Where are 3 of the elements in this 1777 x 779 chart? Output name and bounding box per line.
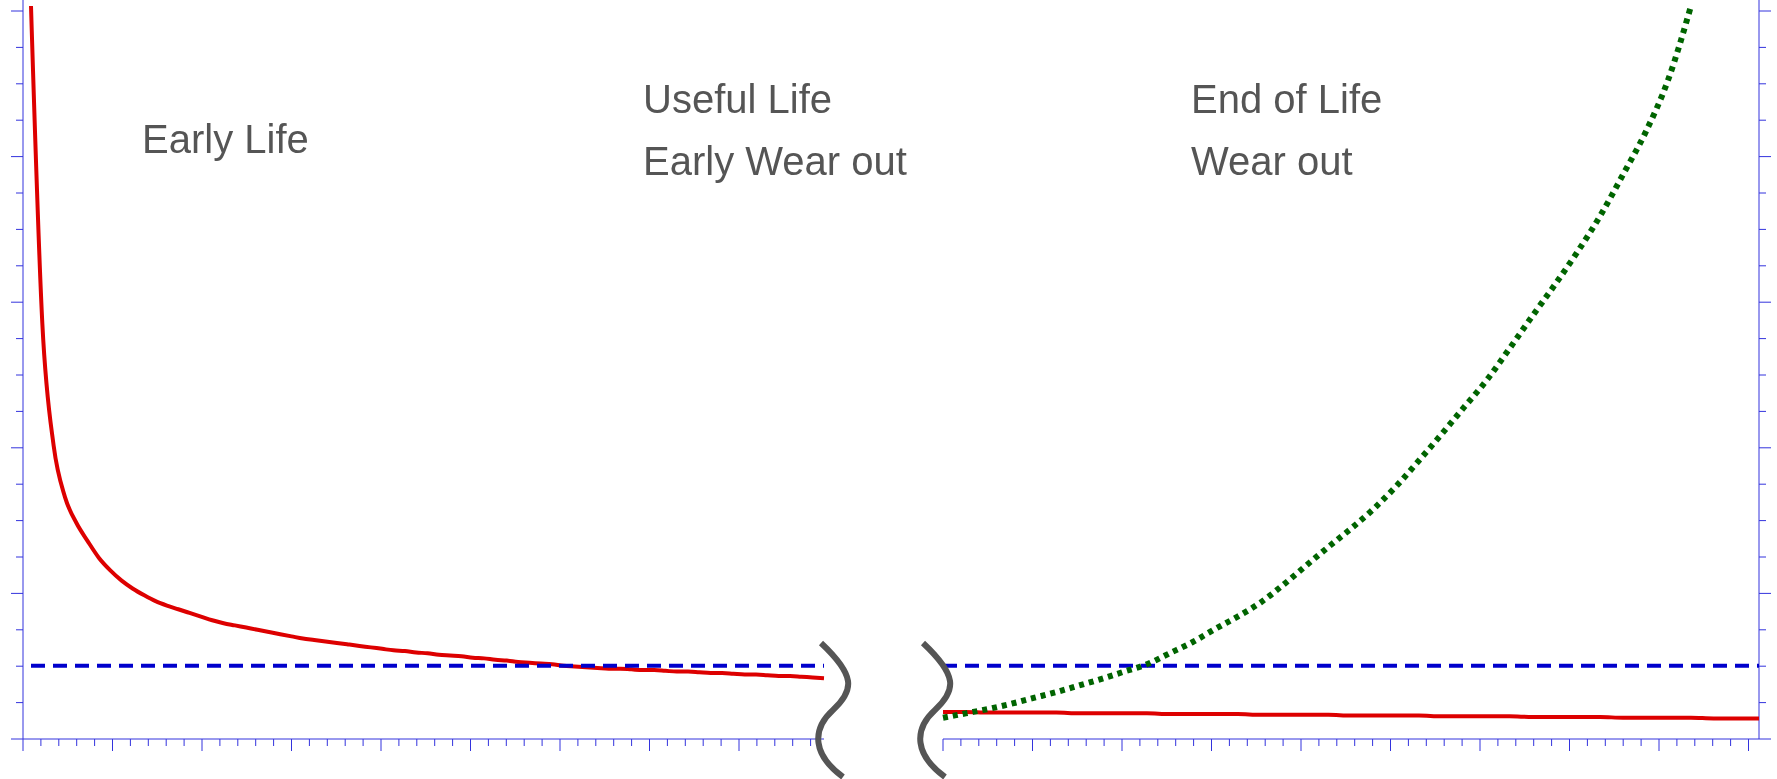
annotation: Useful Life Early Wear out xyxy=(643,77,907,183)
annotation: End of Life Wear out xyxy=(1191,77,1383,183)
annotation: Early Life xyxy=(142,117,309,161)
